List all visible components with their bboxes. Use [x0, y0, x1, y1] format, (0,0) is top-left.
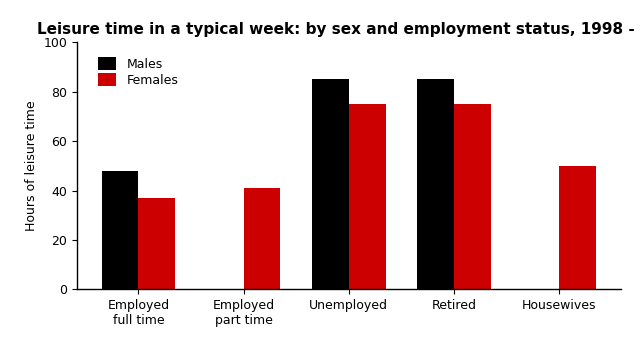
- Bar: [349, 104, 386, 289]
- Bar: [244, 188, 280, 289]
- Bar: [312, 79, 349, 289]
- Bar: [454, 104, 491, 289]
- Legend: Males, Females: Males, Females: [94, 54, 182, 91]
- Title: Leisure time in a typical week: by sex and employment status, 1998 - 99: Leisure time in a typical week: by sex a…: [36, 22, 640, 37]
- Bar: [102, 171, 138, 289]
- Bar: [417, 79, 454, 289]
- Bar: [559, 166, 596, 289]
- Y-axis label: Hours of leisure time: Hours of leisure time: [25, 101, 38, 231]
- Bar: [138, 198, 175, 289]
